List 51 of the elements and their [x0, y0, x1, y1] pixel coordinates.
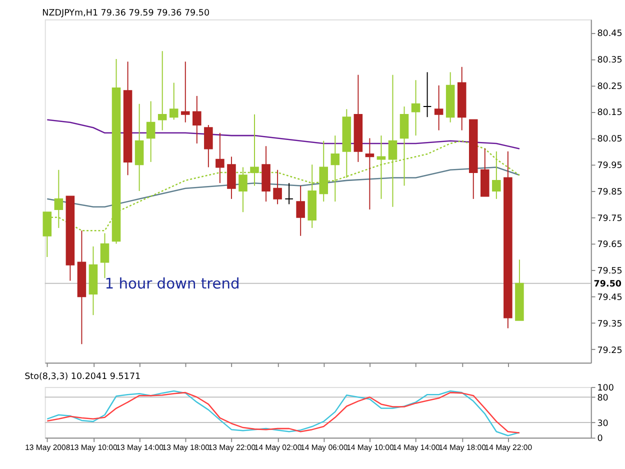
y-tick-label: 80.05: [597, 134, 622, 145]
candlestick: [146, 100, 156, 162]
line-series: [46, 119, 520, 150]
candlestick: [273, 169, 282, 205]
y-tick-label: 79.65: [597, 240, 622, 250]
candlestick: [100, 232, 110, 279]
y-tick-label: 80: [597, 394, 608, 404]
candlestick: [169, 82, 178, 120]
candlestick: [411, 80, 420, 136]
y-tick-label: 79.45: [597, 293, 622, 304]
y-tick-label: 30: [597, 418, 608, 429]
y-tick-label: 79.95: [597, 161, 622, 172]
x-tick-label: 13 May 22:00: [208, 442, 256, 452]
y-tick-label: 79.55: [597, 266, 622, 277]
x-tick-label: 13 May 2008: [25, 442, 70, 452]
candlestick: [54, 169, 64, 228]
chart-title: Sto(8,3,3) 10.2041 9.5171: [24, 372, 141, 382]
candlestick: [422, 72, 432, 118]
candlestick: [134, 103, 144, 192]
chart-title: NZDJPYm,H1 79.36 79.59 79.36 79.50: [42, 8, 210, 18]
y-tick-label: 80.25: [597, 82, 622, 92]
x-tick-label: 14 May 10:00: [346, 442, 394, 452]
x-tick-label: 14 May 22:00: [484, 442, 533, 452]
y-tick-label: 79.35: [597, 319, 622, 330]
y-tick-label: 80.45: [597, 29, 622, 40]
y-tick-label: 0: [597, 434, 603, 444]
annotation: 1 hour down trend: [104, 275, 240, 292]
y-tick-label: 100: [597, 383, 614, 394]
candlestick: [434, 84, 444, 131]
y-tick-label: 80.35: [597, 55, 622, 66]
candlestick: [296, 185, 305, 236]
candlestick: [365, 138, 374, 210]
candlestick: [181, 61, 190, 123]
y-tick-label: 79.85: [597, 187, 622, 198]
candlestick: [492, 150, 501, 200]
candlestick: [158, 50, 167, 131]
x-tick-label: 14 May 06:00: [300, 442, 348, 452]
x-tick-label: 14 May 02:00: [254, 442, 302, 452]
candlestick: [227, 156, 236, 200]
candlestick: [216, 132, 224, 184]
x-tick-label: 13 May 18:00: [162, 442, 210, 452]
candlestick: [284, 182, 294, 205]
candlestick: [204, 124, 213, 168]
x-tick-label: 14 May 18:00: [438, 442, 487, 452]
ref-line-label: 79.50: [594, 279, 622, 290]
candlestick: [192, 95, 202, 144]
y-tick-label: 79.75: [597, 214, 622, 224]
y-tick-label: 80.15: [597, 108, 622, 118]
y-tick-label: 79.25: [597, 346, 622, 356]
line-series: [46, 166, 520, 208]
candlestick: [238, 166, 248, 213]
